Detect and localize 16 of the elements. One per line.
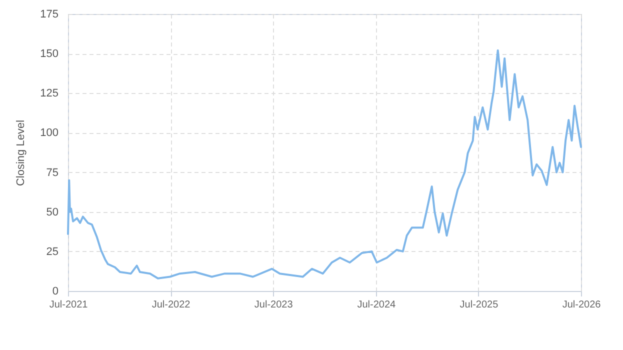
x-tick-label: Jul-2022 [152, 300, 191, 310]
y-tick-label: 125 [40, 88, 58, 100]
y-axis-title: Closing Level [15, 120, 28, 186]
line-series [67, 49, 582, 280]
x-tick-label: Jul-2025 [460, 300, 499, 310]
y-tick-label: 100 [40, 127, 58, 140]
x-tick-label: Jul-2021 [49, 300, 88, 310]
x-tick-label: Jul-2024 [357, 300, 396, 310]
y-tick-label: 75 [46, 166, 58, 179]
y-tick-label: 50 [46, 206, 58, 218]
y-tick-label: 175 [40, 8, 58, 20]
y-tick-label: 25 [46, 246, 58, 258]
y-tick-label: 0 [52, 286, 58, 298]
x-tick-label: Jul-2026 [562, 300, 602, 310]
y-tick-label: 150 [40, 48, 58, 60]
x-tick-label: Jul-2023 [254, 300, 294, 310]
